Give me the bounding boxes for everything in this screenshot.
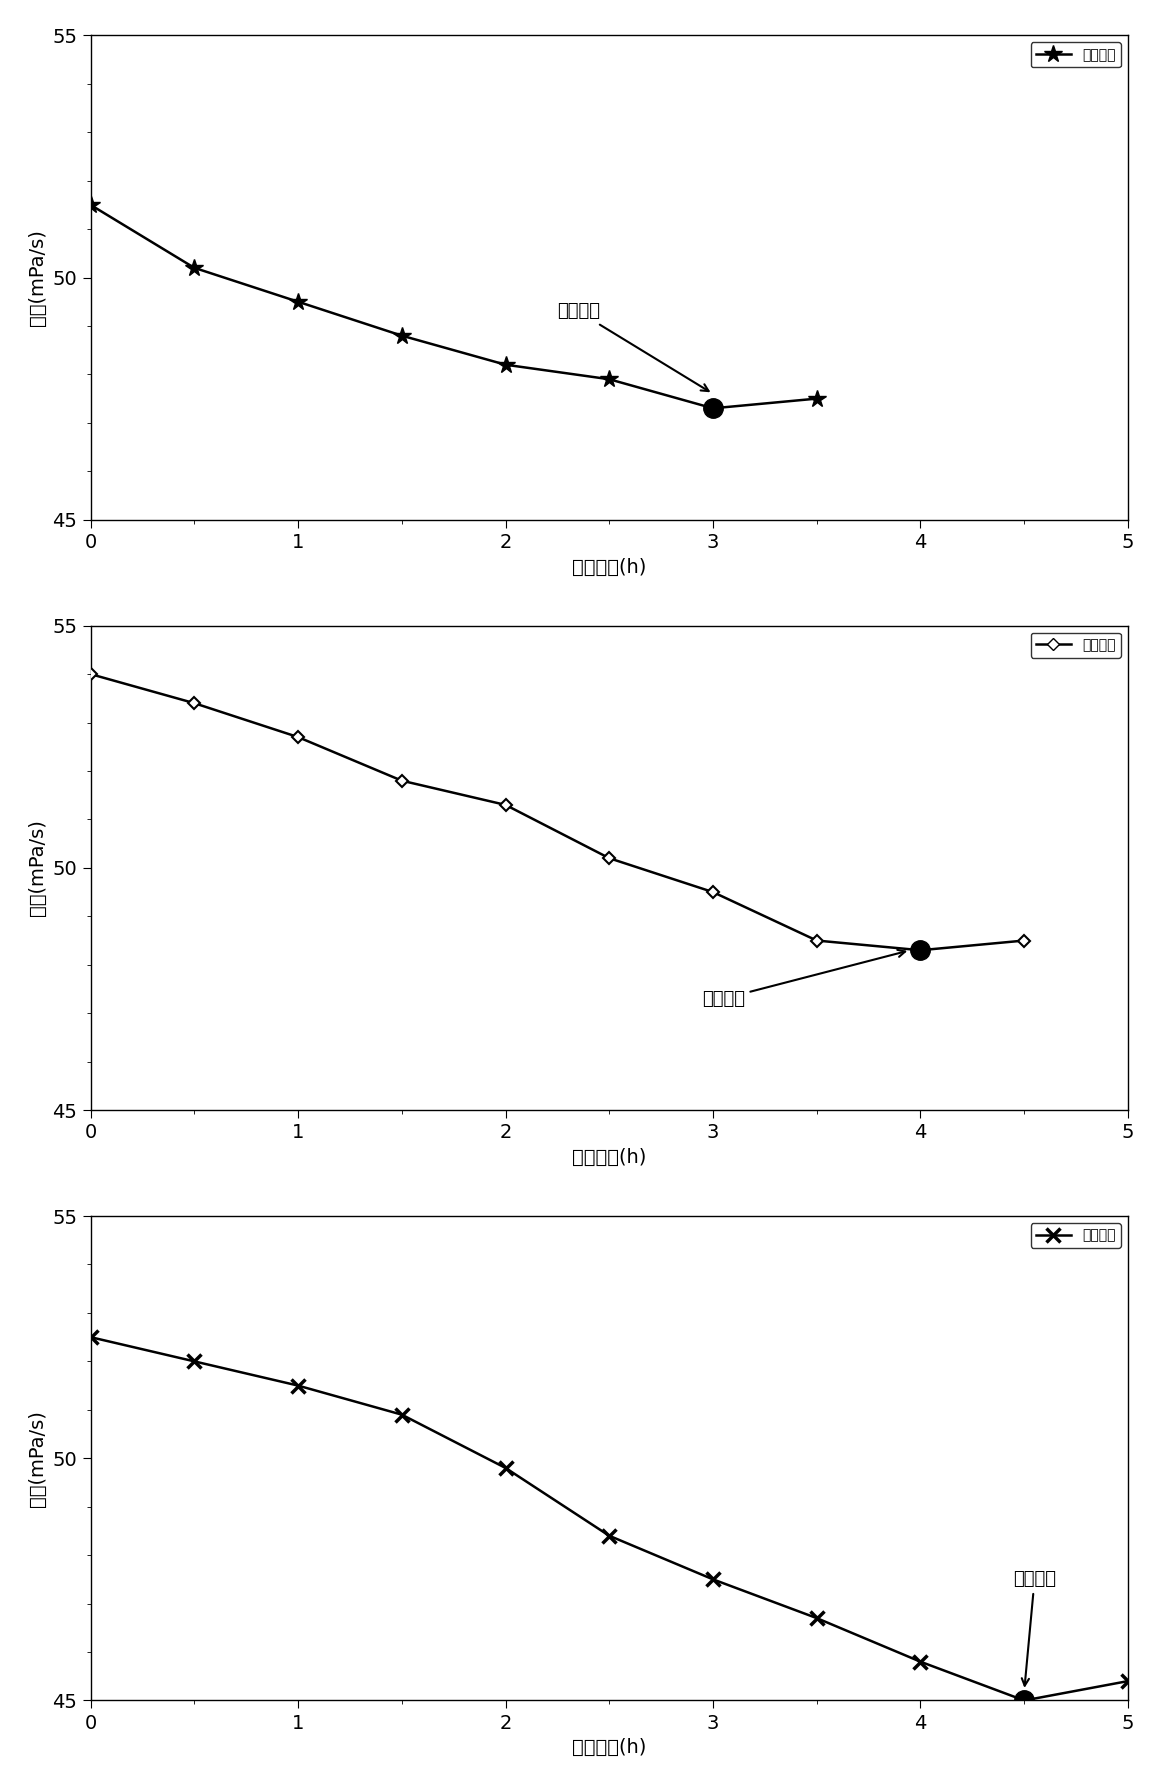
X-axis label: 滴制时间(h): 滴制时间(h): [572, 1739, 646, 1756]
X-axis label: 滴制时间(h): 滴制时间(h): [572, 1148, 646, 1167]
Text: 滴制终点: 滴制终点: [1013, 1571, 1056, 1685]
Y-axis label: 粘度(mPa/s): 粘度(mPa/s): [28, 819, 46, 916]
Legend: 实验组一: 实验组一: [1031, 43, 1121, 68]
X-axis label: 滴制时间(h): 滴制时间(h): [572, 557, 646, 577]
Y-axis label: 粘度(mPa/s): 粘度(mPa/s): [28, 1410, 46, 1507]
Text: 滴制终点: 滴制终点: [557, 302, 709, 391]
Text: 滴制终点: 滴制终点: [702, 950, 905, 1009]
Legend: 实验组二: 实验组二: [1031, 632, 1121, 657]
Y-axis label: 粘度(mPa/s): 粘度(mPa/s): [28, 228, 46, 327]
Legend: 实验组三: 实验组三: [1031, 1223, 1121, 1248]
